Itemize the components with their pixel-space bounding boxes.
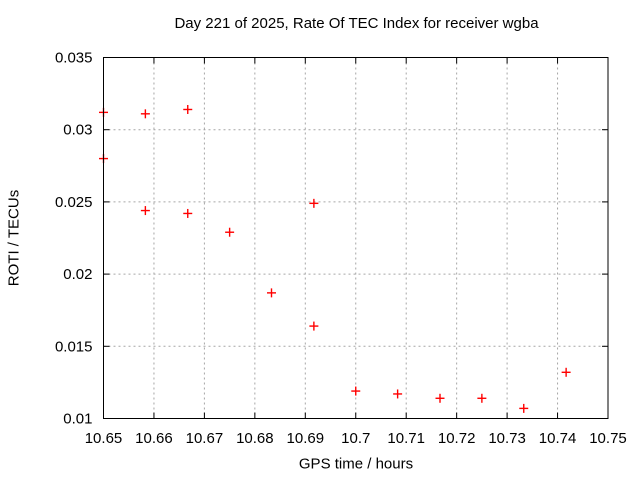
x-tick-label: 10.72 — [438, 430, 476, 447]
y-tick-label: 0.015 — [55, 338, 93, 355]
x-tick-label: 10.66 — [135, 430, 173, 447]
y-tick-label: 0.025 — [55, 194, 93, 211]
x-axis-label: GPS time / hours — [298, 455, 414, 473]
x-tick-label: 10.74 — [539, 430, 577, 447]
y-tick-label: 0.02 — [63, 266, 92, 283]
x-tick-label: 10.73 — [488, 430, 526, 447]
y-tick-label: 0.03 — [63, 122, 92, 139]
chart-title: Day 221 of 2025, Rate Of TEC Index for r… — [174, 15, 539, 32]
x-tick-label: 10.67 — [186, 430, 224, 447]
x-tick-label: 10.71 — [387, 430, 425, 447]
x-tick-label: 10.69 — [287, 430, 325, 447]
x-tick-label: 10.7 — [341, 430, 370, 447]
y-tick-label: 0.035 — [55, 50, 93, 67]
x-tick-label: 10.65 — [85, 430, 123, 447]
y-axis-label: ROTI / TECUs — [5, 189, 23, 287]
y-tick-label: 0.01 — [63, 411, 92, 428]
x-tick-label: 10.75 — [589, 430, 627, 447]
x-tick-label: 10.68 — [236, 430, 274, 447]
